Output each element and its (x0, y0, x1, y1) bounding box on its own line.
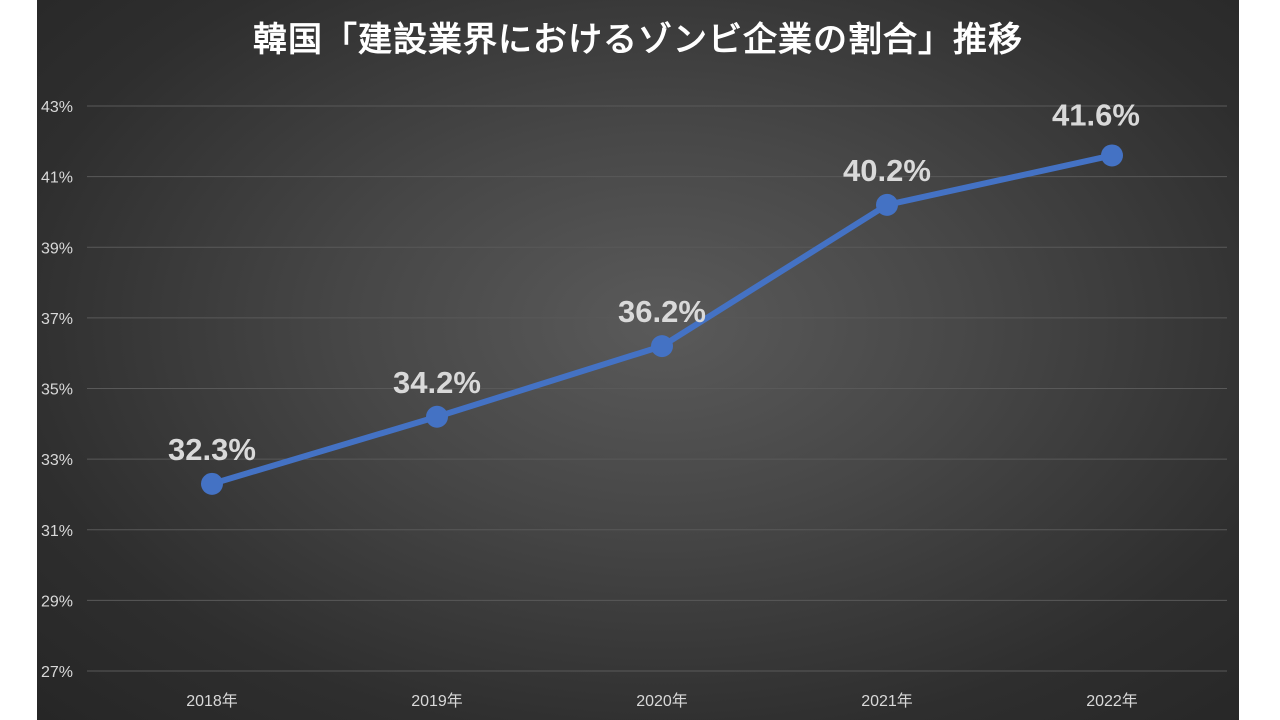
y-tick-label: 39% (41, 240, 73, 257)
data-point (1101, 144, 1123, 167)
data-label: 40.2% (843, 153, 931, 188)
chart-title: 韓国「建設業界におけるゾンビ企業の割合」推移 (253, 20, 1023, 60)
data-point (201, 472, 223, 495)
data-point (651, 335, 673, 358)
y-tick-label: 35% (41, 382, 73, 399)
data-point (876, 193, 898, 216)
y-tick-label: 29% (41, 593, 73, 610)
line-chart: 27% 29% 31% 33% 35% 37% 39% 41% 43% 2018年 2019年 202… (41, 97, 1227, 710)
data-point (426, 405, 448, 428)
data-label: 34.2% (393, 365, 481, 400)
y-tick-label: 33% (41, 452, 73, 469)
y-tick-label: 31% (41, 523, 73, 540)
data-label: 36.2% (618, 294, 706, 329)
y-tick-label: 41% (41, 170, 73, 187)
x-tick-label: 2019年 (411, 692, 463, 710)
chart-panel: 韓国「建設業界におけるゾンビ企業の割合」推移 27% 29% 31% 33% 35% 37… (37, 0, 1239, 720)
y-tick-label: 43% (41, 99, 73, 116)
y-tick-label: 37% (41, 311, 73, 328)
x-tick-label: 2022年 (1086, 692, 1138, 710)
data-label-highlight: 41.6% (1052, 97, 1140, 132)
x-tick-label: 2018年 (186, 692, 238, 710)
data-label: 32.3% (168, 432, 256, 467)
y-tick-label: 27% (41, 664, 73, 681)
x-tick-label: 2021年 (861, 692, 913, 710)
x-tick-label: 2020年 (636, 692, 688, 710)
